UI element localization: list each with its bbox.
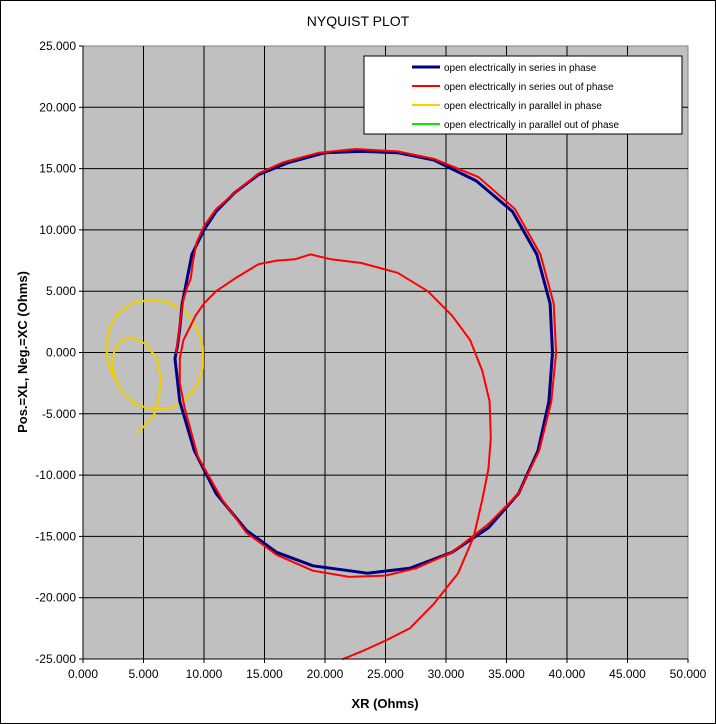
series-line-2	[175, 148, 558, 660]
series-layer	[105, 148, 558, 660]
tick-labels: 0.000 5.000 10.000 15.000 20.000 25.000 30.000…	[35, 39, 706, 681]
x-tick-label: 10.000	[186, 667, 223, 681]
x-tick-label: 5.000	[128, 667, 158, 681]
x-axis-title: XR (Ohms)	[351, 696, 418, 711]
x-tick-label: 35.000	[488, 667, 525, 681]
x-tick-label: 20.000	[307, 667, 344, 681]
legend-items: open electrically in series in phase open…	[412, 63, 620, 131]
y-tick-label: -5.000	[42, 407, 76, 421]
y-tick-label: -15.000	[35, 529, 76, 543]
y-tick-label: -25.000	[35, 652, 76, 666]
x-tick-label: 25.000	[367, 667, 404, 681]
y-tick-label: 0.000	[46, 346, 76, 360]
y-tick-label: 25.000	[39, 39, 76, 53]
legend-label: open electrically in parallel out of pha…	[444, 120, 620, 131]
y-tick-label: 20.000	[39, 100, 76, 114]
x-tick-label: 15.000	[246, 667, 283, 681]
x-tick-label: 50.000	[670, 667, 707, 681]
x-tick-label: 30.000	[428, 667, 465, 681]
x-tick-label: 40.000	[549, 667, 586, 681]
y-axis-title: Pos.=XL, Neg.=XC (Ohms)	[15, 271, 30, 433]
y-tick-label: -10.000	[35, 468, 76, 482]
series-line-3	[105, 298, 204, 434]
legend-label: open electrically in series out of phase	[444, 82, 614, 93]
y-tick-label: 10.000	[39, 223, 76, 237]
legend-label: open electrically in series in phase	[444, 63, 597, 74]
y-tick-label: 5.000	[46, 284, 76, 298]
legend-box	[363, 55, 683, 135]
x-tick-label: 0.000	[68, 667, 98, 681]
chart-title: NYQUIST PLOT	[307, 13, 410, 29]
y-tick-label: -20.000	[35, 591, 76, 605]
series-line-1	[173, 149, 554, 575]
legend: open electrically in series in phase open…	[363, 55, 683, 135]
y-tick-label: 15.000	[39, 162, 76, 176]
legend-label: open electrically in parallel in phase	[444, 101, 602, 112]
x-tick-label: 45.000	[609, 667, 646, 681]
